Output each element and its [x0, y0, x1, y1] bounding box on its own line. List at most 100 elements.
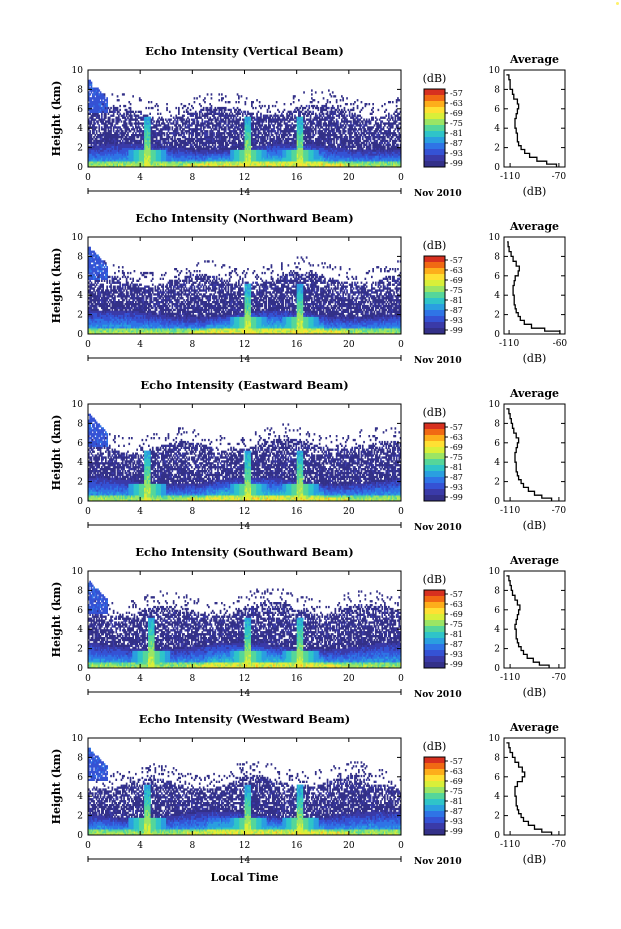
- heatmap-cell: [102, 153, 104, 156]
- heatmap-cell: [258, 101, 261, 104]
- heatmap-cell: [244, 116, 247, 119]
- heatmap-cell: [95, 101, 98, 104]
- heatmap-cell: [116, 132, 119, 135]
- heatmap-cell: [99, 108, 102, 112]
- heatmap-cell: [185, 163, 188, 166]
- heatmap-cell: [244, 161, 247, 164]
- heatmap-cell: [200, 110, 202, 113]
- heatmap-cell: [98, 145, 101, 148]
- heatmap-cell: [110, 149, 112, 152]
- heatmap-cell: [146, 124, 149, 127]
- heatmap-cell: [204, 134, 206, 137]
- heatmap-cell: [140, 116, 142, 119]
- heatmap-cell: [110, 151, 112, 154]
- heatmap-cell: [107, 136, 110, 139]
- heatmap-cell: [116, 118, 119, 121]
- heatmap-cell: [192, 157, 194, 160]
- heatmap-cell: [215, 108, 218, 112]
- heatmap-cell: [121, 159, 124, 162]
- heatmap-cell: [138, 139, 141, 143]
- heatmap-cell: [110, 114, 112, 117]
- heatmap-cell: [205, 145, 208, 148]
- heatmap-cell: [232, 153, 235, 156]
- heatmap-cell: [144, 130, 146, 133]
- heatmap-cell: [178, 155, 180, 158]
- heatmap-cell: [115, 153, 118, 156]
- heatmap-cell: [103, 155, 106, 158]
- heatmap-cell: [328, 126, 330, 129]
- heatmap-cell: [162, 139, 164, 143]
- heatmap-cell: [128, 153, 131, 156]
- heatmap-cell: [181, 139, 184, 143]
- heatmap-cell: [161, 155, 163, 158]
- heatmap-cell: [223, 108, 226, 112]
- heatmap-cell: [183, 141, 185, 145]
- heatmap-cell: [240, 157, 243, 160]
- heatmap-cell: [206, 139, 209, 143]
- heatmap-cell: [99, 110, 102, 113]
- heatmap-cell: [221, 118, 223, 121]
- heatmap-cell: [144, 137, 146, 141]
- heatmap-cell: [88, 141, 90, 145]
- heatmap-cell: [204, 116, 206, 119]
- heatmap-cell: [151, 163, 154, 166]
- heatmap-cell: [202, 159, 205, 162]
- heatmap-cell: [238, 145, 240, 148]
- heatmap-cell: [140, 153, 142, 156]
- heatmap-cell: [151, 141, 154, 145]
- heatmap-cell: [227, 118, 230, 121]
- heatmap-cell: [144, 118, 146, 121]
- heatmap-cell: [218, 149, 221, 152]
- heatmap-cell: [175, 120, 178, 123]
- heatmap-cell: [107, 139, 110, 143]
- heatmap-cell: [252, 145, 254, 148]
- heatmap-cell: [110, 106, 112, 110]
- heatmap-cell: [316, 104, 318, 108]
- heatmap-cell: [116, 116, 119, 119]
- heatmap-cell: [121, 136, 124, 139]
- heatmap-cell: [223, 130, 226, 133]
- heatmap-cell: [196, 120, 198, 123]
- heatmap-cell: [98, 136, 101, 139]
- heatmap-cell: [151, 145, 154, 148]
- heatmap-cell: [103, 151, 106, 154]
- heatmap-cell: [159, 132, 162, 135]
- heatmap-cell: [224, 118, 227, 121]
- heatmap-cell: [211, 122, 214, 125]
- heatmap-cell: [136, 163, 138, 166]
- heatmap-cell: [180, 153, 183, 156]
- heatmap-cell: [105, 165, 107, 168]
- heatmap-cell: [145, 163, 148, 166]
- heatmap-cell: [99, 106, 102, 110]
- heatmap-cell: [210, 136, 213, 139]
- heatmap-cell: [187, 161, 189, 164]
- heatmap-cell: [219, 141, 222, 145]
- heatmap-cell: [138, 99, 141, 102]
- heatmap-cell: [219, 157, 222, 160]
- heatmap-cell: [194, 163, 197, 166]
- heatmap-cell: [144, 165, 146, 168]
- heatmap-cell: [163, 143, 166, 146]
- heatmap-cell: [88, 149, 90, 152]
- heatmap-cell: [181, 141, 184, 145]
- heatmap-cell: [99, 95, 102, 98]
- heatmap-cell: [119, 108, 121, 112]
- heatmap-cell: [133, 137, 136, 141]
- heatmap-cell: [116, 157, 119, 160]
- heatmap-cell: [243, 120, 245, 123]
- heatmap-cell: [89, 165, 91, 168]
- heatmap-cell: [115, 159, 118, 162]
- heatmap-cell: [115, 106, 118, 110]
- heatmap-cell: [243, 149, 245, 152]
- heatmap-cell: [213, 139, 215, 143]
- heatmap-cell: [119, 151, 121, 154]
- heatmap-cell: [115, 130, 118, 133]
- heatmap-cell: [129, 120, 132, 123]
- heatmap-cell: [95, 126, 98, 129]
- heatmap-cell: [179, 126, 181, 129]
- heatmap-cell: [198, 155, 201, 158]
- heatmap-cell: [125, 157, 128, 160]
- heatmap-cell: [98, 108, 101, 112]
- heatmap-cell: [93, 130, 95, 133]
- heatmap-cell: [105, 126, 107, 129]
